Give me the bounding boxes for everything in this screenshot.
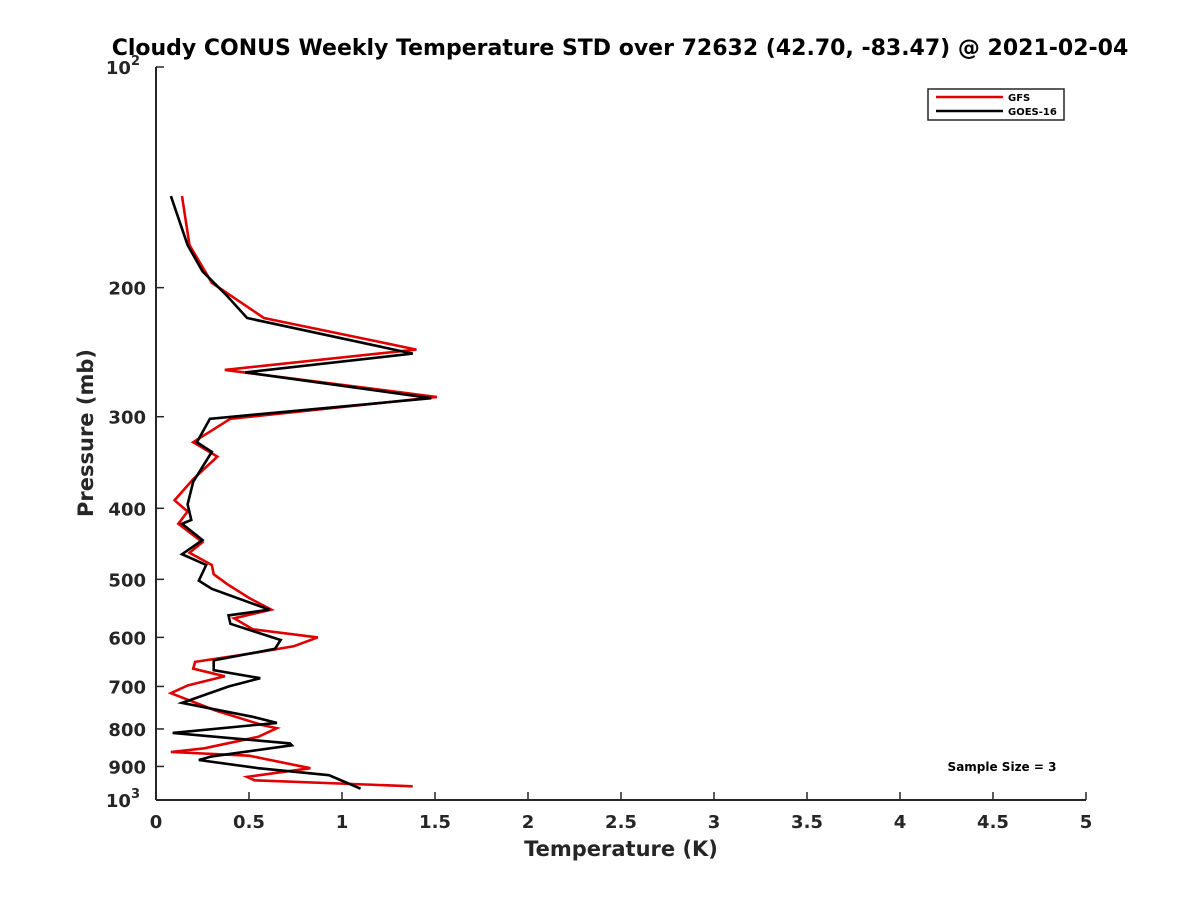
legend-label-gfs: GFS (1008, 93, 1030, 104)
y-tick-label: 200 (108, 279, 146, 300)
y-tick-label: 700 (108, 677, 146, 698)
x-axis-ticks: 0 0.5 1 1.5 2 2.5 3 3.5 4 4.5 5 (150, 792, 1093, 833)
x-tick-label: 2.5 (605, 812, 637, 833)
x-tick-label: 4 (894, 812, 907, 833)
y-tick-label: 600 (108, 628, 146, 649)
y-axis-ticks: 102 200 300 400 500 600 700 800 900 103 (106, 54, 164, 812)
y-tick-label: 400 (108, 499, 146, 520)
y-tick-label: 800 (108, 720, 146, 741)
x-tick-label: 3 (708, 812, 721, 833)
series-layer (167, 195, 438, 790)
x-tick-label: 1 (336, 812, 349, 833)
x-tick-label: 3.5 (791, 812, 823, 833)
x-axis-label: Temperature (K) (524, 837, 718, 861)
y-axis-label: Pressure (mb) (74, 349, 98, 517)
legend-box (927, 88, 1065, 121)
series-line-gfs (167, 195, 438, 788)
y-tick-label: 500 (108, 570, 146, 591)
x-tick-label: 1.5 (419, 812, 451, 833)
x-tick-label: 5 (1080, 812, 1093, 833)
legend-label-goes16: GOES-16 (1008, 107, 1057, 118)
y-tick-label: 900 (108, 757, 146, 778)
x-tick-label: 4.5 (977, 812, 1009, 833)
x-tick-label: 2 (522, 812, 535, 833)
y-tick-label: 102 (106, 54, 140, 79)
series-line-goes-16 (169, 195, 432, 790)
chart-title: Cloudy CONUS Weekly Temperature STD over… (112, 36, 1129, 61)
legend: GFS GOES-16 (927, 88, 1065, 121)
y-tick-label: 103 (106, 787, 140, 812)
sample-size-annotation: Sample Size = 3 (948, 760, 1057, 774)
y-tick-label: 300 (108, 408, 146, 429)
x-tick-label: 0 (150, 812, 163, 833)
x-tick-label: 0.5 (233, 812, 265, 833)
